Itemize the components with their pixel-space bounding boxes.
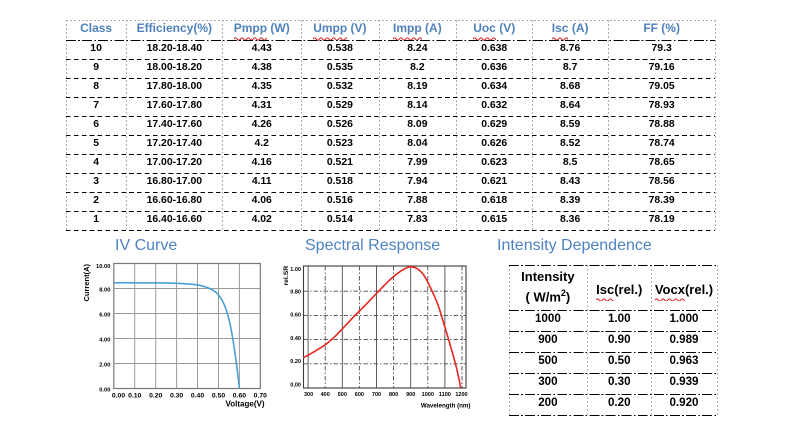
svg-text:1200: 1200: [455, 392, 467, 398]
svg-text:0.20: 0.20: [149, 393, 162, 400]
svg-text:6.00: 6.00: [99, 312, 110, 318]
svg-text:0.00: 0.00: [112, 393, 125, 400]
svg-text:0.60: 0.60: [290, 313, 301, 319]
svg-text:0.80: 0.80: [290, 289, 301, 295]
svg-text:700: 700: [372, 392, 381, 398]
svg-text:2.00: 2.00: [99, 362, 110, 368]
svg-text:0.00: 0.00: [99, 387, 110, 393]
svg-text:1.00: 1.00: [290, 267, 301, 273]
svg-text:0.40: 0.40: [191, 393, 204, 400]
svg-text:Wavelength (nm): Wavelength (nm): [421, 403, 471, 410]
svg-text:1000: 1000: [422, 392, 434, 398]
svg-text:Voltage(V): Voltage(V): [226, 399, 265, 408]
svg-text:0.20: 0.20: [290, 359, 301, 365]
svg-text:Current(A): Current(A): [82, 264, 91, 302]
svg-text:0.10: 0.10: [128, 393, 141, 400]
svg-text:900: 900: [406, 392, 415, 398]
svg-text:0.40: 0.40: [290, 336, 301, 342]
svg-text:600: 600: [355, 392, 364, 398]
svg-text:300: 300: [304, 392, 313, 398]
svg-text:0.70: 0.70: [254, 393, 267, 400]
svg-text:1100: 1100: [439, 392, 451, 398]
svg-text:800: 800: [389, 392, 398, 398]
svg-text:400: 400: [321, 392, 330, 398]
svg-text:0.50: 0.50: [212, 393, 225, 400]
svg-text:4.00: 4.00: [99, 337, 110, 343]
svg-text:10.00: 10.00: [96, 264, 111, 270]
svg-text:0,00: 0,00: [290, 382, 301, 388]
svg-text:0.60: 0.60: [233, 393, 246, 400]
svg-text:500: 500: [338, 392, 347, 398]
svg-text:0.30: 0.30: [170, 393, 183, 400]
svg-text:rel.SR: rel.SR: [283, 266, 290, 286]
svg-text:8.00: 8.00: [99, 287, 110, 293]
